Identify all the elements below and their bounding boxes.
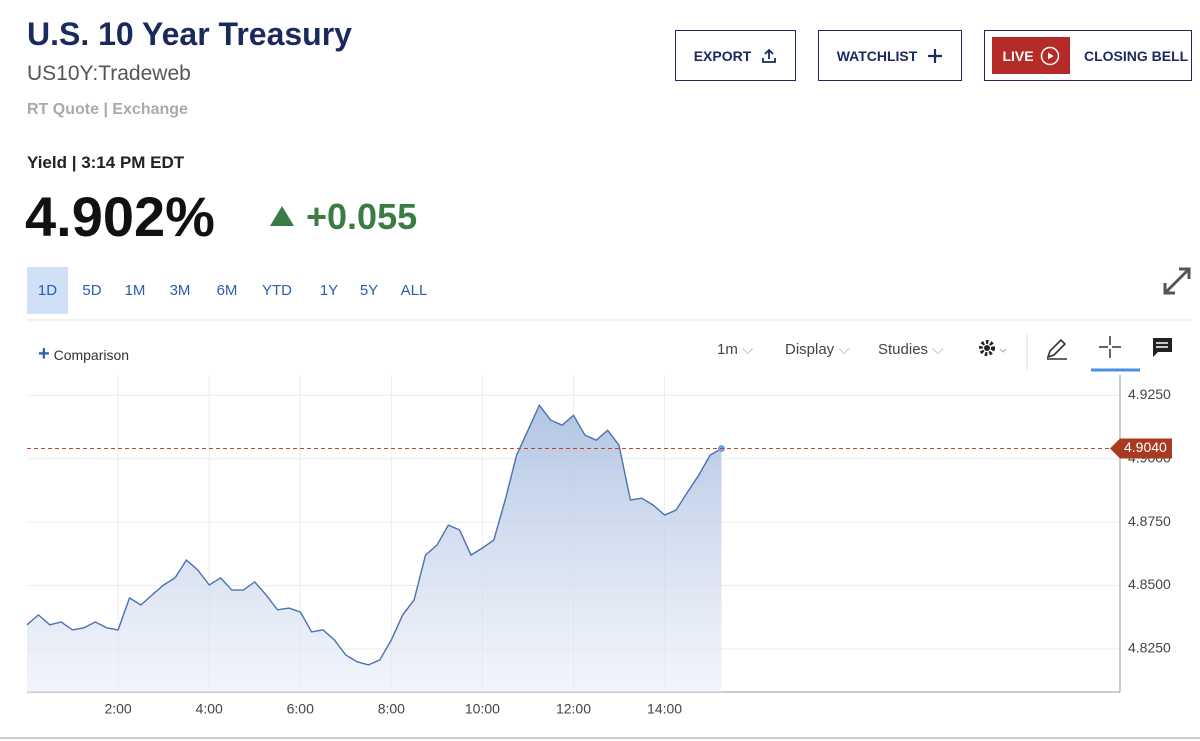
x-tick-label: 6:00 [287,701,314,717]
comment-icon[interactable] [1150,336,1174,360]
area [27,405,722,692]
interval-label: 1m [717,341,738,358]
y-tick-label: 4.8750 [1128,513,1171,529]
export-icon [762,48,777,63]
play-icon [1040,46,1059,65]
display-menu[interactable]: Display ⌵ [785,341,850,358]
export-button[interactable]: EXPORT [675,30,796,81]
quote-label: Yield | 3:14 PM EDT [27,153,185,172]
export-label: EXPORT [693,47,752,64]
comparison-label: Comparison [53,347,130,363]
x-tick-label: 4:00 [196,701,223,717]
x-tick-label: 2:00 [104,701,131,717]
title: U.S. 10 Year Treasury [27,16,352,52]
comparison-button[interactable]: + Comparison [38,343,130,365]
live-badge-label: LIVE [1002,47,1034,64]
price: 4.902% [25,185,215,248]
y-tick-label: 4.8500 [1128,576,1171,592]
display-label: Display [785,341,835,358]
line [26,403,722,666]
symbol: US10Y:Tradeweb [27,62,191,85]
range-tab[interactable]: 5Y [359,282,379,299]
interval-menu[interactable]: 1m ⌵ [717,341,754,358]
settings-icon[interactable] [976,336,1012,362]
y-tick-label: 4.9250 [1128,386,1171,402]
live-badge: LIVE [992,37,1070,74]
x-tick-label: 10:00 [465,701,500,717]
watchlist-label: WATCHLIST [836,47,918,64]
range-tab[interactable]: ALL [400,282,428,299]
x-tick-label: 14:00 [647,701,682,717]
y-tick-label: 4.8250 [1128,640,1171,656]
range-tab[interactable]: YTD [262,282,292,299]
draw-icon[interactable] [1044,335,1070,361]
last-value-label: 4.9040 [1124,439,1167,455]
range-tab[interactable]: 1Y [319,282,339,299]
studies-menu[interactable]: Studies ⌵ [878,341,944,358]
x-tick-label: 12:00 [556,701,591,717]
x-tick-label: 8:00 [378,701,405,717]
source: RT Quote | Exchange [27,101,188,118]
range-tab[interactable]: 1M [124,282,146,299]
range-tab[interactable]: 1D [27,267,68,314]
plus-icon [928,48,943,63]
change: +0.055 [306,196,418,237]
studies-label: Studies [878,341,929,358]
up-arrow [270,206,294,226]
last-value-tag [1110,438,1172,459]
range-tab[interactable]: 3M [169,282,191,299]
crosshair-icon[interactable] [1097,334,1123,360]
expand-icon[interactable] [1162,266,1192,296]
live-label: CLOSING BELL [1084,47,1189,64]
live-button[interactable]: LIVE CLOSING BELL [984,30,1192,81]
watchlist-button[interactable]: WATCHLIST [818,30,962,81]
range-tab[interactable]: 6M [216,282,238,299]
range-tab[interactable]: 5D [82,282,102,299]
